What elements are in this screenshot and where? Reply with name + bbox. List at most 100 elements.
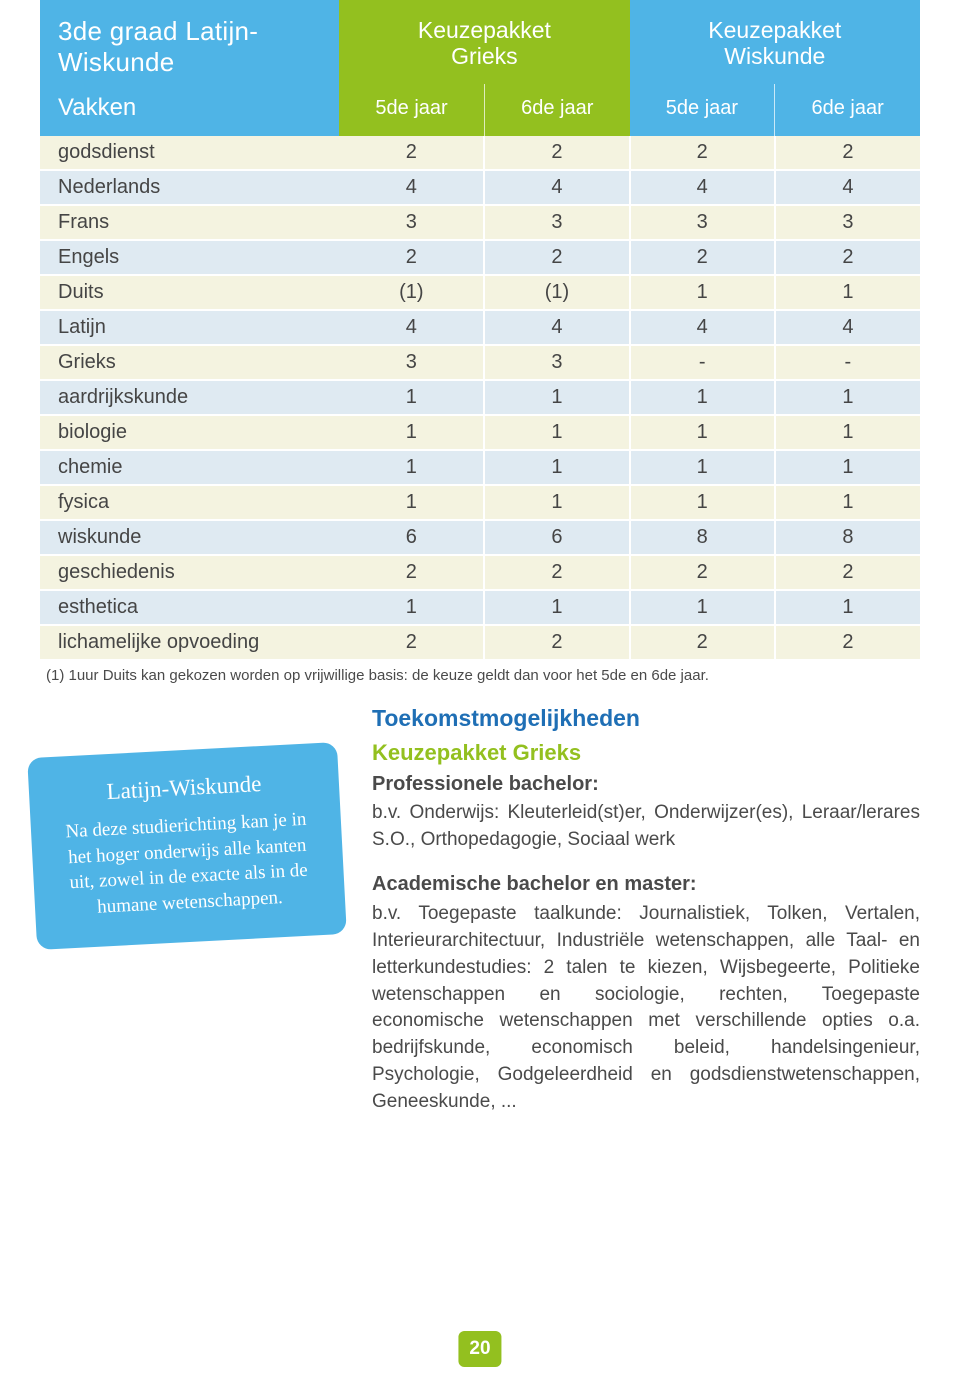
value-cell: 1: [630, 380, 775, 415]
info-note-card: Latijn-Wiskunde Na deze studierichting k…: [27, 742, 347, 950]
value-cell: -: [775, 345, 920, 380]
vakken-label: Vakken: [40, 84, 339, 136]
value-cell: 4: [339, 170, 484, 205]
table-header: 3de graad Latijn-Wiskunde KeuzepakketGri…: [40, 0, 920, 136]
value-cell: 4: [484, 170, 629, 205]
subject-cell: biologie: [40, 415, 339, 450]
value-cell: 2: [630, 136, 775, 170]
table-body: godsdienst2222Nederlands4444Frans3333Eng…: [40, 136, 920, 660]
value-cell: 1: [630, 590, 775, 625]
value-cell: 1: [630, 450, 775, 485]
year-col: 6de jaar: [775, 84, 920, 136]
value-cell: 3: [339, 205, 484, 240]
value-cell: 2: [339, 136, 484, 170]
prof-bachelor-heading: Professionele bachelor:: [372, 770, 920, 798]
acad-bachelor-body: b.v. Toegepaste taalkunde: Journalistiek…: [372, 901, 920, 1117]
value-cell: 2: [775, 240, 920, 275]
value-cell: 4: [630, 310, 775, 345]
table-row: Duits(1)(1)11: [40, 275, 920, 310]
schedule-table: 3de graad Latijn-Wiskunde KeuzepakketGri…: [40, 0, 920, 661]
value-cell: 1: [339, 485, 484, 520]
value-cell: 2: [630, 555, 775, 590]
table-row: lichamelijke opvoeding2222: [40, 625, 920, 660]
year-col: 5de jaar: [630, 84, 775, 136]
value-cell: 1: [775, 380, 920, 415]
subject-cell: Latijn: [40, 310, 339, 345]
subject-cell: lichamelijke opvoeding: [40, 625, 339, 660]
value-cell: 1: [484, 450, 629, 485]
value-cell: 2: [339, 240, 484, 275]
value-cell: 1: [339, 380, 484, 415]
subject-cell: aardrijkskunde: [40, 380, 339, 415]
value-cell: -: [630, 345, 775, 380]
page-number-badge: 20: [458, 1331, 501, 1367]
value-cell: 1: [775, 275, 920, 310]
group-grieks: KeuzepakketGrieks: [339, 0, 629, 84]
future-subheading: Keuzepakket Grieks: [372, 737, 920, 768]
value-cell: 1: [484, 415, 629, 450]
value-cell: 2: [630, 240, 775, 275]
table-row: Engels2222: [40, 240, 920, 275]
value-cell: 2: [339, 625, 484, 660]
table-row: aardrijkskunde1111: [40, 380, 920, 415]
value-cell: 2: [775, 136, 920, 170]
value-cell: 2: [484, 136, 629, 170]
subject-cell: Duits: [40, 275, 339, 310]
value-cell: 1: [484, 590, 629, 625]
value-cell: 1: [775, 415, 920, 450]
value-cell: 3: [630, 205, 775, 240]
value-cell: 3: [484, 345, 629, 380]
value-cell: 4: [775, 170, 920, 205]
value-cell: 2: [484, 625, 629, 660]
table-row: esthetica1111: [40, 590, 920, 625]
table-row: chemie1111: [40, 450, 920, 485]
subject-cell: Nederlands: [40, 170, 339, 205]
note-body: Na deze studierichting kan je in het hog…: [65, 809, 308, 918]
value-cell: 2: [339, 555, 484, 590]
subject-cell: Engels: [40, 240, 339, 275]
value-cell: 1: [630, 275, 775, 310]
table-row: Frans3333: [40, 205, 920, 240]
value-cell: 8: [775, 520, 920, 555]
value-cell: 4: [484, 310, 629, 345]
subject-cell: geschiedenis: [40, 555, 339, 590]
subject-cell: Grieks: [40, 345, 339, 380]
group-wiskunde: KeuzepakketWiskunde: [630, 0, 920, 84]
table-row: biologie1111: [40, 415, 920, 450]
subject-cell: godsdienst: [40, 136, 339, 170]
subject-cell: esthetica: [40, 590, 339, 625]
value-cell: 1: [339, 590, 484, 625]
table-row: Nederlands4444: [40, 170, 920, 205]
future-heading: Toekomstmogelijkheden: [372, 702, 920, 735]
table-row: Latijn4444: [40, 310, 920, 345]
prof-bachelor-body: b.v. Onderwijs: Kleuterleid(st)er, Onder…: [372, 800, 920, 854]
value-cell: 4: [630, 170, 775, 205]
table-row: fysica1111: [40, 485, 920, 520]
table-row: Grieks33--: [40, 345, 920, 380]
subject-cell: chemie: [40, 450, 339, 485]
value-cell: 2: [775, 555, 920, 590]
value-cell: 1: [775, 450, 920, 485]
value-cell: (1): [484, 275, 629, 310]
subject-cell: Frans: [40, 205, 339, 240]
value-cell: (1): [339, 275, 484, 310]
value-cell: 6: [484, 520, 629, 555]
value-cell: 2: [484, 240, 629, 275]
subject-cell: wiskunde: [40, 520, 339, 555]
value-cell: 1: [630, 485, 775, 520]
value-cell: 2: [484, 555, 629, 590]
value-cell: 1: [484, 485, 629, 520]
value-cell: 3: [775, 205, 920, 240]
future-section: Toekomstmogelijkheden Keuzepakket Grieks…: [372, 702, 920, 1132]
value-cell: 1: [339, 415, 484, 450]
value-cell: 1: [775, 485, 920, 520]
value-cell: 3: [484, 205, 629, 240]
value-cell: 4: [339, 310, 484, 345]
table-row: godsdienst2222: [40, 136, 920, 170]
note-title: Latijn-Wiskunde: [50, 765, 317, 810]
year-col: 5de jaar: [339, 84, 484, 136]
value-cell: 1: [775, 590, 920, 625]
value-cell: 1: [484, 380, 629, 415]
value-cell: 6: [339, 520, 484, 555]
value-cell: 1: [339, 450, 484, 485]
